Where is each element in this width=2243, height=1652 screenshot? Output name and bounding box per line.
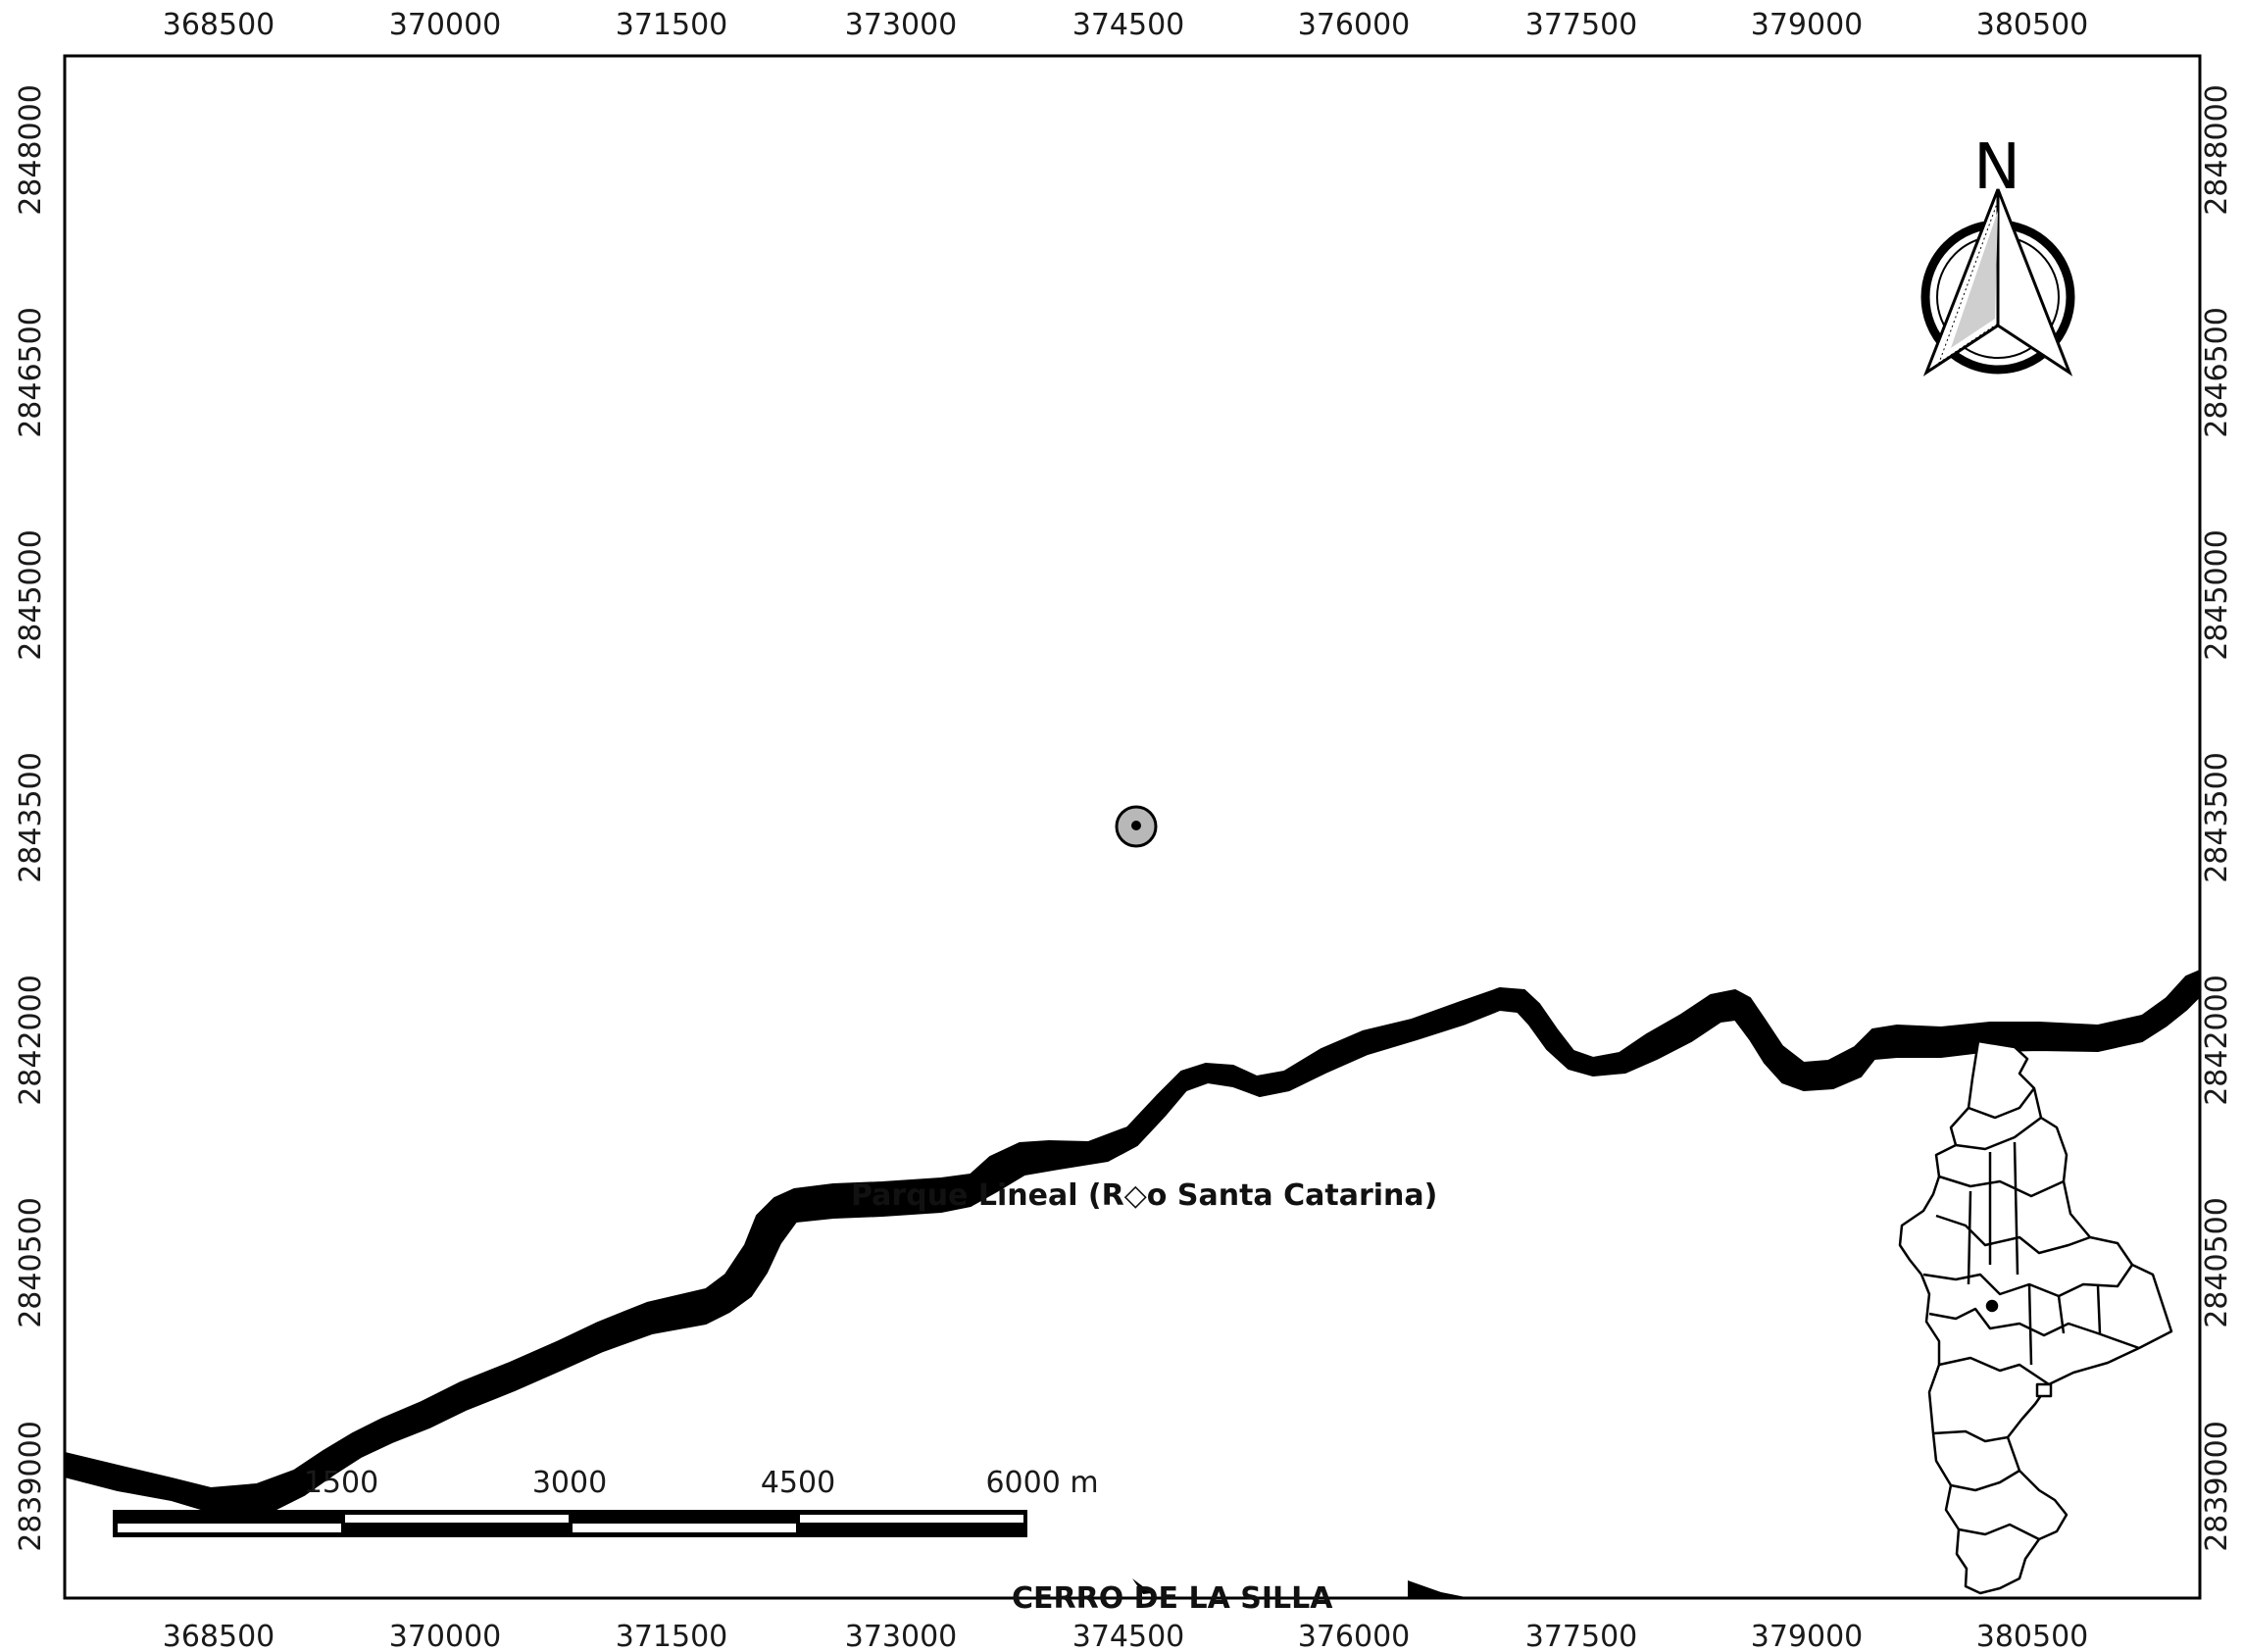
scale-bar: 1500 3000 4500 6000 m [113,1466,1099,1537]
bottom-tick-label: 368500 [163,1620,275,1652]
bottom-tick-label: 370000 [389,1620,502,1652]
north-arrow-icon: N [1920,131,2075,376]
right-tick-label: 2840500 [2200,1197,2234,1328]
left-tick-label: 2840500 [14,1197,48,1328]
right-tick-label: 2839000 [2200,1421,2234,1552]
scale-label: 4500 [761,1466,835,1500]
bottom-tick-label: 377500 [1525,1620,1638,1652]
point-feature-marker [1115,805,1158,848]
top-tick-label: 379000 [1751,8,1864,42]
cerro-feature: CERRO DE LA SILLA [1012,1578,1470,1616]
left-axis-labels: 2848000 2846500 2845000 2843500 2842000 … [14,84,48,1552]
left-tick-label: 2839000 [14,1421,48,1552]
left-tick-label: 2848000 [14,84,48,216]
scale-label: 6000 m [985,1466,1098,1500]
bottom-tick-label: 376000 [1298,1620,1411,1652]
locator-inset-map [1898,1039,2173,1595]
top-axis-labels: 368500 370000 371500 373000 374500 37600… [163,8,2089,42]
bottom-tick-label: 379000 [1751,1620,1864,1652]
river-band [64,970,2201,1516]
top-tick-label: 373000 [845,8,958,42]
top-tick-label: 371500 [616,8,728,42]
top-tick-label: 376000 [1298,8,1411,42]
left-tick-label: 2845000 [14,529,48,661]
right-tick-label: 2842000 [2200,975,2234,1106]
bottom-tick-label: 374500 [1072,1620,1185,1652]
bottom-tick-label: 373000 [845,1620,958,1652]
top-tick-label: 380500 [1976,8,2089,42]
river-label: Parque Lineal (R◇o Santa Catarina) [851,1178,1437,1213]
top-tick-label: 377500 [1525,8,1638,42]
bottom-axis-labels: 368500 370000 371500 373000 374500 37600… [163,1620,2089,1652]
right-tick-label: 2848000 [2200,84,2234,216]
right-tick-label: 2845000 [2200,529,2234,661]
cerro-label: CERRO DE LA SILLA [1012,1581,1333,1616]
top-tick-label: 368500 [163,8,275,42]
top-tick-label: 370000 [389,8,502,42]
left-tick-label: 2846500 [14,307,48,438]
right-axis-labels: 2848000 2846500 2845000 2843500 2842000 … [2200,84,2234,1552]
scale-label: 3000 [532,1466,607,1500]
bottom-tick-label: 380500 [1976,1620,2089,1652]
right-tick-label: 2843500 [2200,752,2234,883]
top-tick-label: 374500 [1072,8,1185,42]
scale-label: 1500 [304,1466,378,1500]
right-tick-label: 2846500 [2200,307,2234,438]
left-tick-label: 2843500 [14,752,48,883]
left-tick-label: 2842000 [14,975,48,1106]
bottom-tick-label: 371500 [616,1620,728,1652]
